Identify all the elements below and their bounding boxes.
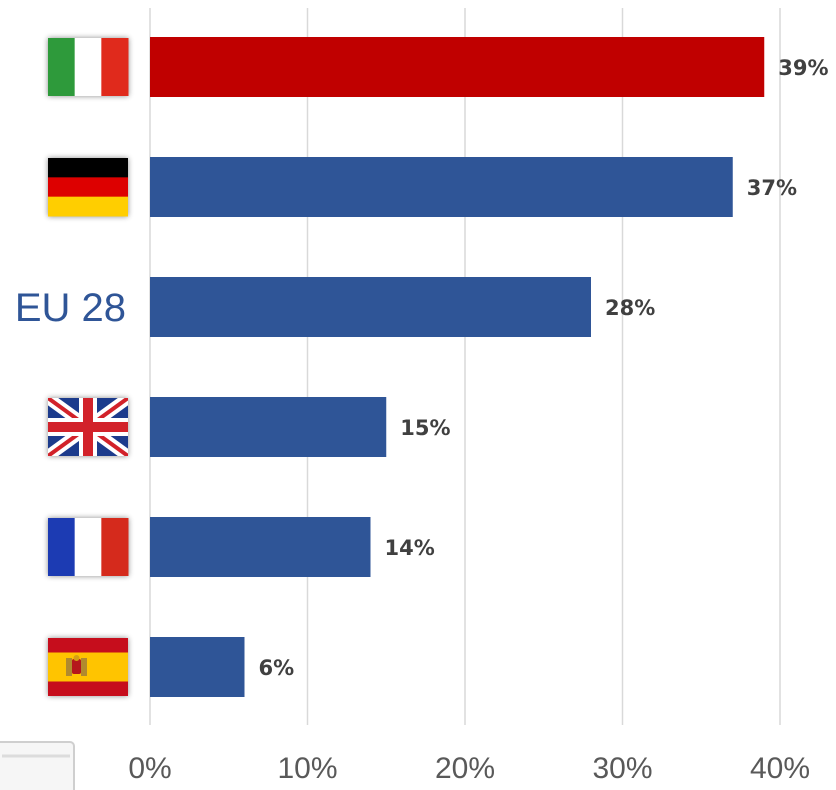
- data-label: 39%: [778, 56, 828, 80]
- category-label: EU 28: [15, 286, 126, 330]
- category-labels: EU 28: [15, 38, 129, 696]
- gridlines: [149, 8, 781, 725]
- data-label: 37%: [747, 176, 797, 200]
- decorative-box: [0, 741, 75, 790]
- spain-flag-icon: [48, 638, 128, 696]
- bar: [150, 637, 245, 697]
- france-flag-icon: [48, 518, 129, 576]
- bar: [150, 157, 733, 217]
- data-label: 28%: [605, 296, 655, 320]
- bars: [150, 37, 765, 697]
- x-tick-label: 40%: [750, 752, 810, 785]
- uk-flag-icon: [48, 398, 128, 456]
- x-tick-label: 30%: [592, 752, 652, 785]
- x-tick-label: 0%: [128, 752, 171, 785]
- x-axis-ticks: 0% 10% 20% 30% 40%: [128, 752, 810, 785]
- germany-flag-icon: [48, 158, 128, 217]
- bar: [150, 277, 591, 337]
- bar: [150, 397, 387, 457]
- decoration: [0, 741, 75, 790]
- bar: [150, 517, 371, 577]
- data-label: 6%: [259, 656, 295, 680]
- bar: [150, 37, 765, 97]
- data-label: 14%: [385, 536, 435, 560]
- italy-flag-icon: [48, 38, 129, 96]
- data-label: 15%: [400, 416, 450, 440]
- data-labels: 39% 37% 28% 15% 14% 6%: [259, 56, 829, 680]
- x-tick-label: 10%: [277, 752, 337, 785]
- x-tick-label: 20%: [435, 752, 495, 785]
